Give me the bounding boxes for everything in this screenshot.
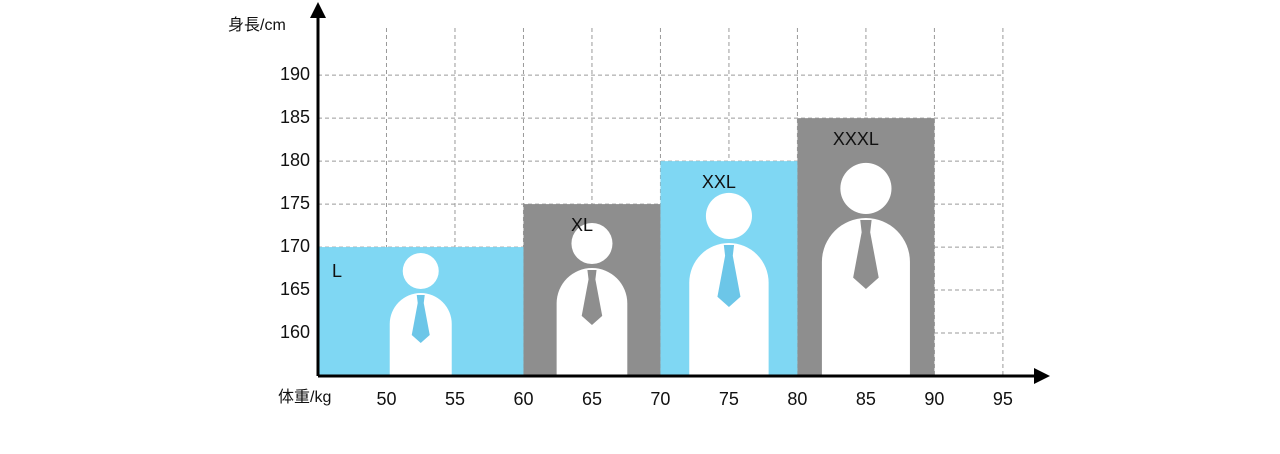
bar-label: XXXL [833, 129, 879, 149]
y-tick-label: 165 [280, 279, 310, 299]
x-tick-label: 85 [856, 389, 876, 409]
person-head [705, 192, 752, 240]
person-tie [717, 245, 741, 307]
bar-label: L [332, 261, 342, 281]
x-axis-arrow [1034, 368, 1050, 384]
person-head [402, 253, 439, 289]
x-tick-label: 50 [376, 389, 396, 409]
person-tie [581, 270, 603, 325]
x-tick-label: 95 [993, 389, 1013, 409]
y-tick-label: 170 [280, 236, 310, 256]
y-tick-label: 160 [280, 322, 310, 342]
y-axis-label: 身長/cm [228, 16, 286, 34]
y-tick-label: 175 [280, 193, 310, 213]
person-tie [411, 295, 430, 343]
person-head [840, 162, 892, 214]
x-tick-label: 60 [513, 389, 533, 409]
y-tick-label: 185 [280, 107, 310, 127]
bar-label: XXL [702, 172, 736, 192]
person-tie [853, 220, 879, 289]
x-tick-label: 65 [582, 389, 602, 409]
x-tick-label: 70 [650, 389, 670, 409]
person-head [571, 222, 613, 264]
person-body [689, 242, 769, 376]
x-tick-label: 90 [924, 389, 944, 409]
x-axis-label: 体重/kg [278, 388, 331, 406]
y-tick-label: 180 [280, 150, 310, 170]
x-tick-label: 75 [719, 389, 739, 409]
x-tick-label: 80 [787, 389, 807, 409]
person-body [821, 218, 910, 376]
y-tick-label: 190 [280, 64, 310, 84]
bar-label: XL [571, 215, 593, 235]
y-axis-arrow [310, 2, 326, 18]
x-tick-label: 55 [445, 389, 465, 409]
